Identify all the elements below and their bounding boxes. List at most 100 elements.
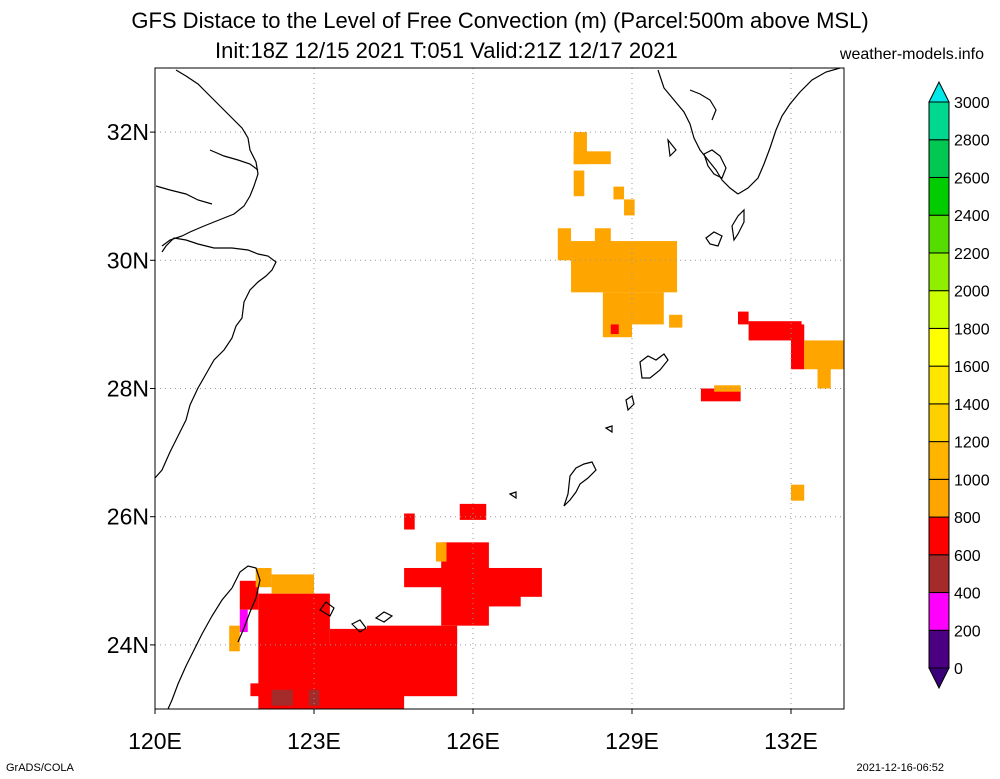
coastline-17 — [703, 149, 727, 179]
field-cell-4 — [239, 580, 259, 610]
colorbar-label: 1000 — [954, 472, 990, 489]
lat-tick-label: 24N — [107, 632, 149, 658]
lon-tick-label: 123E — [287, 728, 341, 754]
lon-tick-label: 126E — [446, 728, 500, 754]
lat-tick-label: 30N — [107, 247, 149, 273]
field-cell-21 — [573, 170, 585, 197]
field-cell-17 — [404, 513, 415, 530]
field-cell-20 — [573, 151, 611, 165]
field-cell-29 — [669, 314, 683, 328]
colorbar-top-arrow — [928, 80, 950, 103]
chart-title: GFS Distace to the Level of Free Convect… — [131, 8, 869, 33]
coastlines — [154, 67, 841, 710]
colorbar-swatch-1400 — [928, 365, 950, 405]
lfc-shaded-field — [229, 132, 844, 709]
colorbar-label: 2600 — [954, 170, 990, 187]
latitude-ticks: 24N 26N 28N 30N 32N — [107, 119, 155, 658]
coastline-2 — [209, 149, 259, 171]
colorbar-label: 200 — [954, 623, 981, 640]
lat-tick-label: 26N — [107, 504, 149, 530]
colorbar-swatch-1200 — [928, 403, 950, 443]
colorbar-label: 400 — [954, 586, 981, 603]
coastline-0 — [154, 237, 277, 479]
coastline-16 — [657, 69, 739, 195]
field-cell-3 — [367, 625, 458, 645]
coastline-20 — [667, 137, 677, 158]
field-cell-5 — [239, 609, 248, 633]
colorbar-swatch-0 — [928, 629, 950, 669]
coastline-8 — [374, 611, 394, 623]
colorbar-label: 800 — [954, 510, 981, 527]
coastline-9 — [639, 353, 669, 379]
colorbar-swatch-1800 — [928, 290, 950, 329]
field-cell-39 — [791, 484, 805, 501]
field-cell-15 — [504, 567, 542, 597]
site-credit: weather-models.info — [839, 46, 984, 63]
coastline-4 — [167, 587, 233, 710]
colorbar-swatch-1600 — [928, 327, 950, 367]
field-cell-16 — [435, 542, 447, 562]
colorbar-swatch-800 — [928, 478, 950, 518]
field-cell-33 — [748, 321, 802, 341]
lon-tick-label: 129E — [605, 728, 659, 754]
coastline-7 — [350, 619, 367, 633]
colorbar-label: 2400 — [954, 208, 990, 225]
coastline-19 — [689, 89, 717, 121]
coastline-5 — [231, 565, 261, 643]
field-cell-38 — [714, 385, 741, 392]
colorbar-label: 1600 — [954, 359, 990, 376]
longitude-ticks: 120E 123E 126E 129E 132E — [128, 709, 818, 754]
field-cell-11 — [250, 683, 267, 697]
field-cell-35 — [804, 340, 844, 370]
field-cell-8 — [229, 625, 240, 652]
field-cell-10 — [308, 689, 320, 706]
field-cell-31 — [610, 324, 619, 335]
lat-tick-label: 28N — [107, 376, 149, 402]
field-cell-23 — [624, 199, 635, 216]
colorbar: 0 200 400 600 800 1000 1200 1400 1600 1800 2000 220… — [928, 80, 990, 690]
field-cell-22 — [613, 186, 625, 200]
field-cell-9 — [271, 689, 293, 706]
coastline-13 — [508, 491, 517, 500]
coastline-14 — [705, 231, 723, 247]
colorbar-label: 3000 — [954, 95, 990, 112]
field-cell-7 — [271, 574, 314, 594]
colorbar-label: 0 — [954, 661, 963, 678]
colorbar-swatch-400 — [928, 554, 950, 594]
colorbar-bottom-arrow — [928, 667, 950, 690]
chart-subtitle: Init:18Z 12/15 2021 T:051 Valid:21Z 12/1… — [215, 38, 678, 63]
colorbar-label: 1800 — [954, 321, 990, 338]
colorbar-swatch-2400 — [928, 176, 950, 216]
lon-tick-label: 132E — [764, 728, 818, 754]
colorbar-swatch-600 — [928, 516, 950, 556]
lat-lon-grid — [155, 68, 844, 709]
colorbar-swatch-2000 — [928, 252, 950, 292]
colorbar-label: 1200 — [954, 435, 990, 452]
colorbar-label: 2200 — [954, 246, 990, 263]
coastline-18 — [737, 67, 841, 195]
colorbar-swatch-2600 — [928, 139, 950, 178]
lon-tick-label: 120E — [128, 728, 182, 754]
colorbar-label: 1400 — [954, 397, 990, 414]
colorbar-swatch-2200 — [928, 214, 950, 254]
coastline-10 — [625, 395, 635, 412]
field-cell-32 — [738, 311, 749, 325]
coastline-1 — [161, 69, 259, 247]
field-cell-18 — [459, 503, 487, 520]
colorbar-swatch-200 — [928, 592, 950, 631]
field-cell-6 — [255, 567, 272, 588]
field-cell-24 — [557, 228, 572, 261]
colorbar-label: 2000 — [954, 284, 990, 301]
footer-timestamp: 2021-12-16-06:52 — [856, 762, 944, 774]
colorbar-swatch-2800 — [928, 101, 950, 141]
lat-tick-label: 32N — [107, 119, 149, 145]
field-cell-36 — [817, 366, 831, 389]
field-cell-34 — [791, 324, 805, 370]
colorbar-label: 600 — [954, 548, 981, 565]
coastline-11 — [604, 425, 613, 434]
footer-grads: GrADS/COLA — [6, 762, 74, 774]
colorbar-swatch-1000 — [928, 441, 950, 480]
field-cell-28 — [632, 292, 664, 325]
coastline-12 — [563, 461, 597, 507]
